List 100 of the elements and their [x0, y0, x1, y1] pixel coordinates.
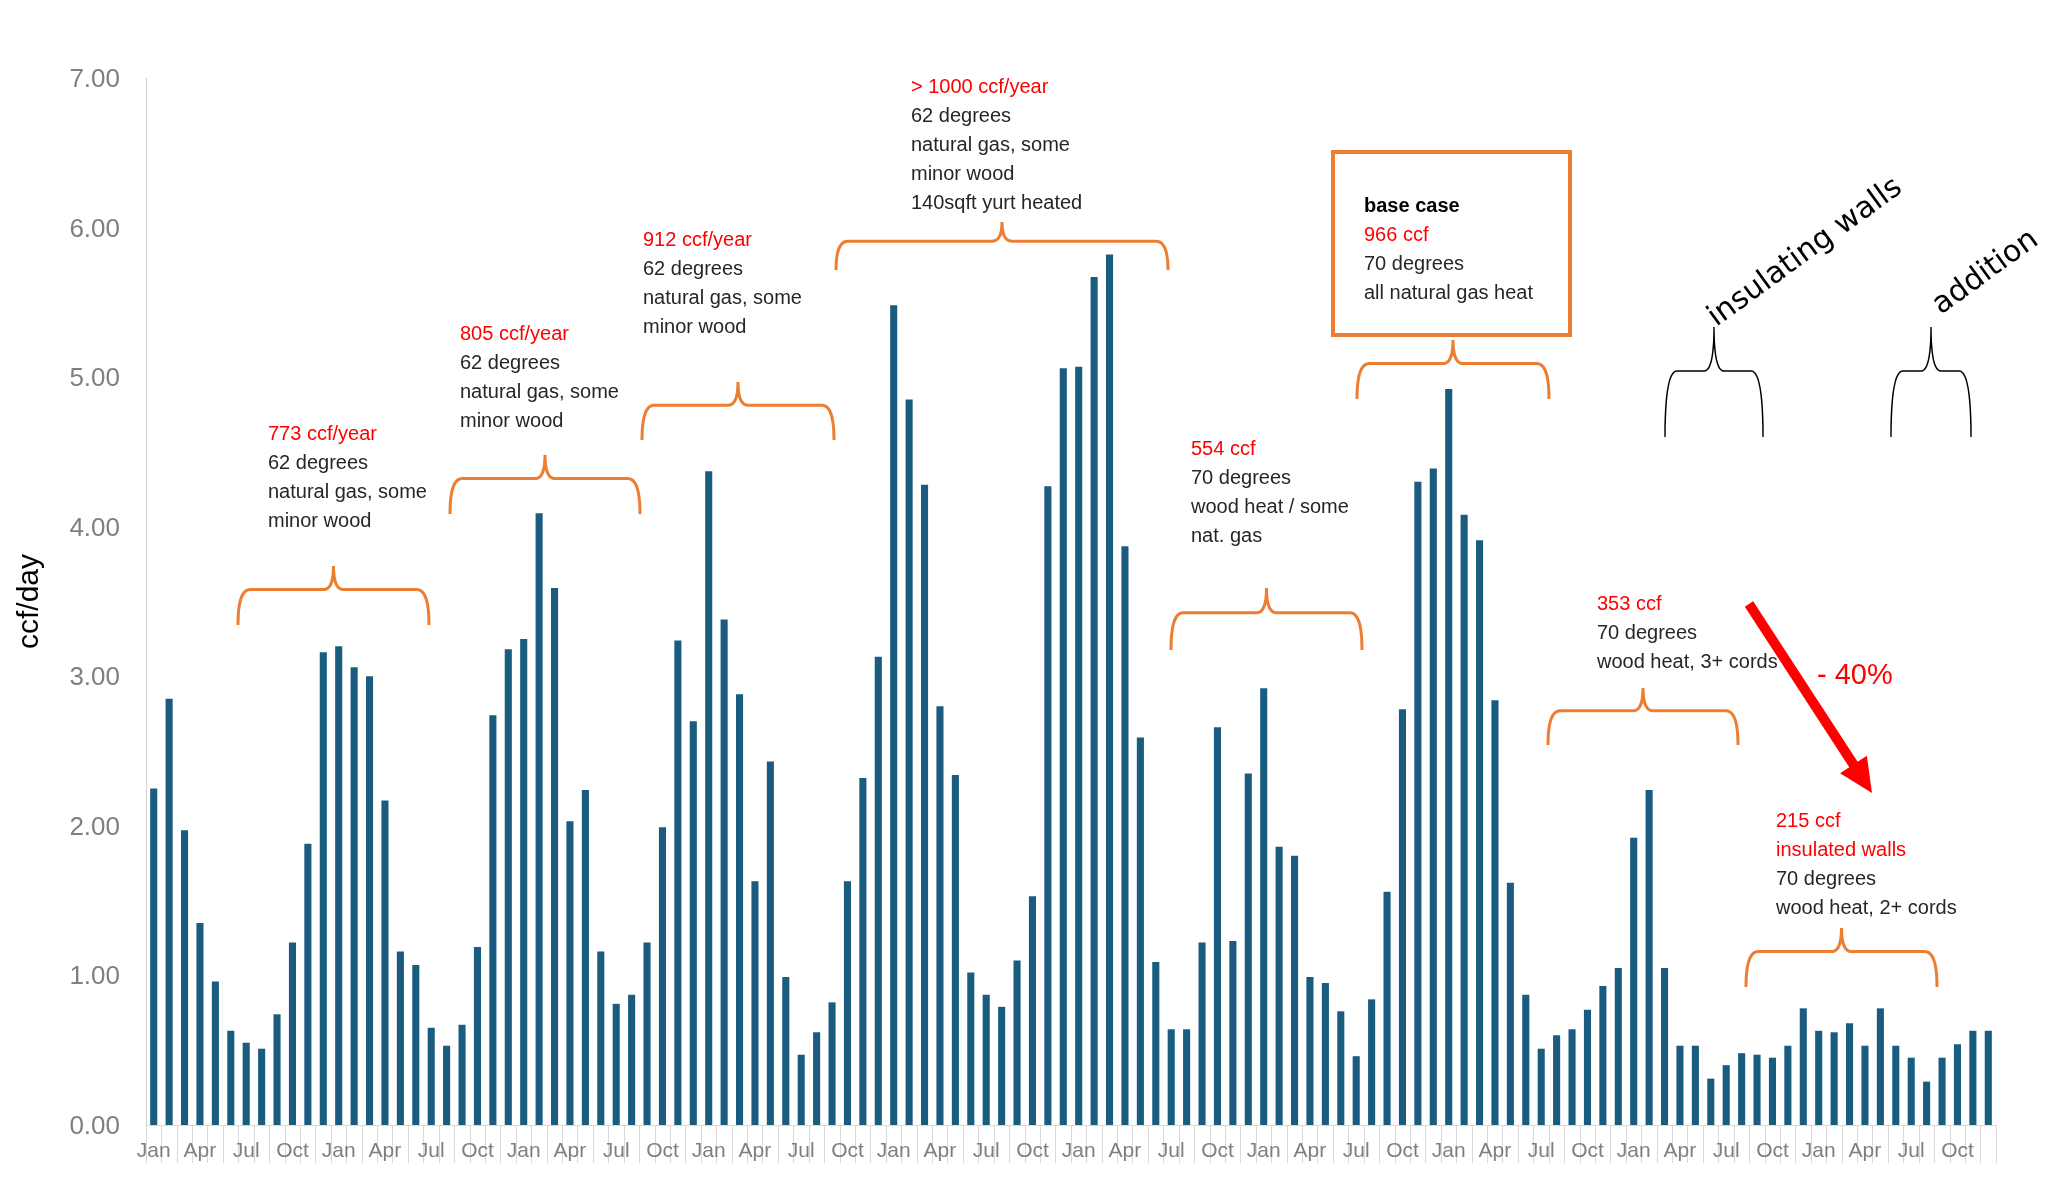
bar: [843, 881, 851, 1125]
x-tick-label: Apr: [1478, 1138, 1512, 1161]
bar: [1213, 727, 1221, 1125]
x-tick-label: Jan: [1061, 1138, 1096, 1161]
bar: [1892, 1045, 1900, 1125]
bar: [890, 305, 898, 1125]
bar: [1460, 514, 1468, 1125]
bar: [1522, 994, 1530, 1125]
bar: [1846, 1023, 1854, 1125]
x-tick-label: Apr: [1848, 1138, 1882, 1161]
x-tick-label: Jul: [1157, 1138, 1185, 1161]
bar: [628, 994, 636, 1125]
bar: [504, 649, 512, 1125]
bar: [1614, 967, 1622, 1125]
bar: [1321, 982, 1329, 1125]
x-tick-label: Apr: [553, 1138, 587, 1161]
y-axis-title: ccf/day: [10, 553, 44, 650]
x-tick-label: Jan: [136, 1138, 171, 1161]
x-tick-label: Jul: [417, 1138, 445, 1161]
bar: [443, 1045, 451, 1125]
bar: [1383, 891, 1391, 1125]
bar: [381, 800, 389, 1125]
y-tick-label: 5.00: [69, 362, 120, 393]
bar: [1876, 1008, 1884, 1125]
bar: [1059, 368, 1067, 1125]
bar: [1768, 1057, 1776, 1125]
bar: [1136, 737, 1144, 1125]
bar: [720, 619, 728, 1125]
bar: [1291, 855, 1299, 1125]
bar: [689, 721, 697, 1125]
bar: [181, 830, 189, 1125]
bar: [1799, 1008, 1807, 1125]
bar: [1953, 1044, 1961, 1125]
x-tick-label: Jul: [1527, 1138, 1555, 1161]
bar: [1368, 999, 1376, 1125]
bar: [797, 1054, 805, 1125]
y-tick-label: 0.00: [69, 1110, 120, 1140]
bar: [828, 1002, 836, 1125]
bar: [1676, 1045, 1684, 1125]
bar: [165, 698, 173, 1125]
bar: [874, 656, 882, 1125]
bar: [1553, 1035, 1561, 1125]
bar: [581, 789, 589, 1125]
bar: [1306, 976, 1314, 1125]
x-tick-label: Jul: [1342, 1138, 1370, 1161]
x-tick-label: Jul: [1712, 1138, 1740, 1161]
bar: [1429, 468, 1437, 1125]
bar: [1583, 1009, 1591, 1125]
bar: [936, 706, 944, 1125]
bar: [1167, 1029, 1175, 1125]
bar: [1661, 967, 1669, 1125]
annotation: > 1000 ccf/year 62 degrees natural gas, some minor wood 140sqft yurt heated: [911, 74, 1083, 215]
x-tick-label: Oct: [1756, 1138, 1789, 1161]
bar: [227, 1030, 235, 1125]
bar: [782, 976, 790, 1125]
x-tick-label: Jan: [506, 1138, 541, 1161]
bar: [1352, 1056, 1360, 1125]
bar: [566, 821, 574, 1125]
bar: [258, 1048, 266, 1125]
bar: [458, 1024, 466, 1125]
annotation: 554 ccf 70 degrees wood heat / some nat. gas: [1191, 436, 1349, 548]
y-tick-label: 7.00: [69, 63, 120, 93]
bar: [1506, 882, 1514, 1125]
bar: [1198, 942, 1206, 1125]
x-tick-label: Apr: [1108, 1138, 1142, 1161]
bar: [1398, 709, 1406, 1125]
bar: [1753, 1054, 1761, 1125]
x-tick-label: Oct: [276, 1138, 309, 1161]
annotation: 773 ccf/year 62 degrees natural gas, some minor wood: [268, 421, 427, 533]
x-tick-label: Jul: [232, 1138, 260, 1161]
bar: [813, 1032, 821, 1125]
x-tick-label: Jul: [1897, 1138, 1925, 1161]
bar: [1337, 1011, 1345, 1125]
x-tick-label: Oct: [1571, 1138, 1604, 1161]
y-tick-label: 2.00: [69, 810, 120, 841]
bar: [288, 942, 296, 1125]
bar: [1260, 688, 1268, 1125]
x-tick-label: Jan: [321, 1138, 356, 1161]
x-tick-label: Apr: [923, 1138, 957, 1161]
bar: [473, 947, 481, 1125]
bar: [1275, 846, 1283, 1125]
bar: [982, 994, 990, 1125]
annotation: 912 ccf/year 62 degrees natural gas, some minor wood: [643, 227, 802, 339]
bar: [1106, 254, 1114, 1125]
bar: [998, 1006, 1006, 1125]
bar: [1121, 546, 1129, 1125]
x-tick-label: Jan: [1246, 1138, 1281, 1161]
x-tick-label: Oct: [646, 1138, 679, 1161]
x-tick-label: Oct: [1941, 1138, 1974, 1161]
bar: [705, 471, 713, 1125]
y-tick-label: 4.00: [69, 511, 120, 542]
bar: [366, 676, 374, 1125]
bar: [1630, 837, 1638, 1125]
bar: [1691, 1045, 1699, 1125]
bar: [1984, 1030, 1992, 1125]
bar: [551, 588, 559, 1125]
x-tick-label: Oct: [1201, 1138, 1234, 1161]
bar: [211, 981, 219, 1125]
bar: [1938, 1057, 1946, 1125]
bar: [1090, 276, 1098, 1125]
